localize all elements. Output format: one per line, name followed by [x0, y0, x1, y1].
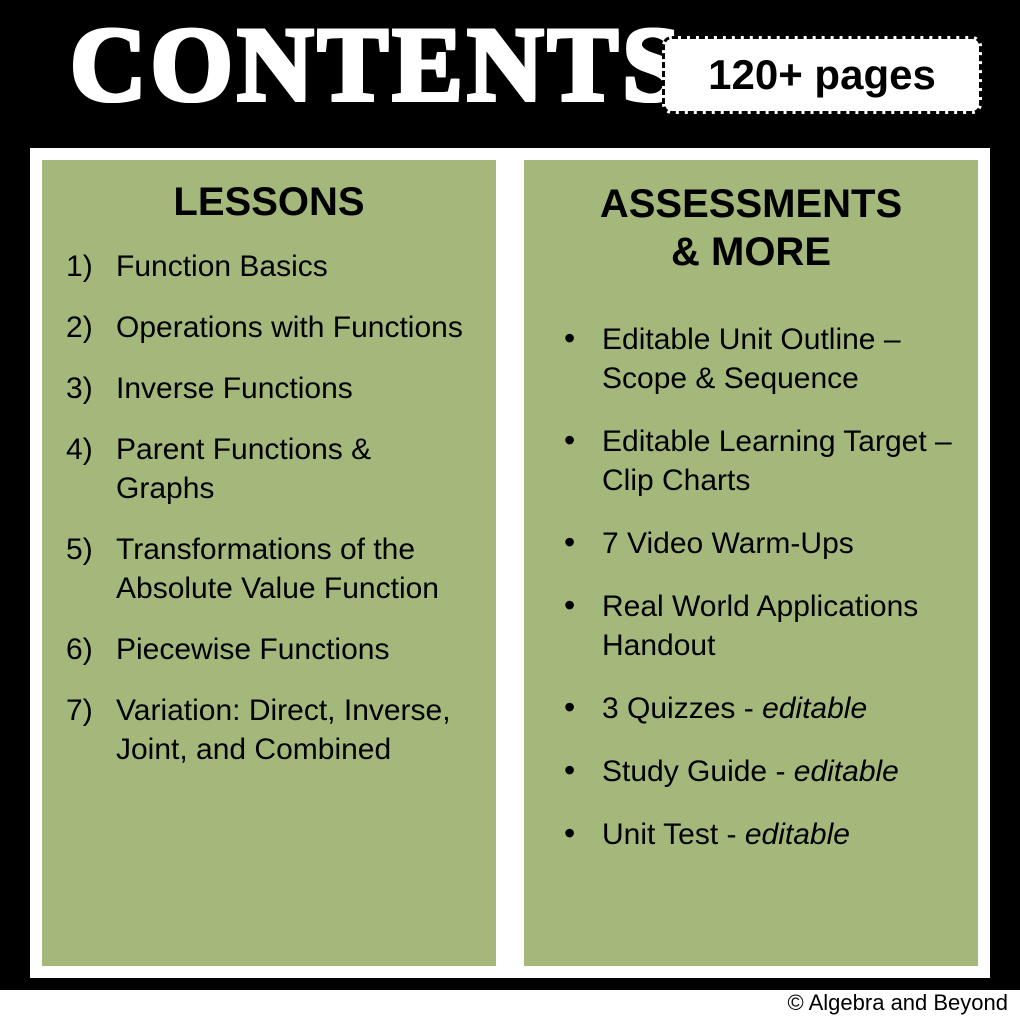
assessment-text: Editable Learning Target – Clip Charts [602, 425, 952, 497]
assessment-item: Study Guide - editable [548, 752, 954, 791]
assessment-text: Study Guide - [602, 755, 794, 788]
assessments-column: ASSESSMENTS & MORE Editable Unit Outline… [524, 160, 978, 966]
assessment-italic: editable [745, 818, 850, 851]
assessment-item: Real World Applications Handout [548, 587, 954, 665]
lesson-item: Operations with Functions [66, 308, 472, 347]
assessments-heading-line2: & MORE [671, 230, 831, 274]
assessments-heading-line1: ASSESSMENTS [600, 182, 902, 226]
assessment-item: Unit Test - editable [548, 815, 954, 854]
assessment-text: 3 Quizzes - [602, 692, 762, 725]
page-count-text: 120+ pages [708, 51, 936, 99]
lessons-column: LESSONS Function Basics Operations with … [42, 160, 496, 966]
lesson-item: Variation: Direct, Inverse, Joint, and C… [66, 691, 472, 769]
lesson-item: Piecewise Functions [66, 630, 472, 669]
assessment-italic: editable [794, 755, 899, 788]
assessments-list: Editable Unit Outline – Scope & Sequence… [548, 320, 954, 854]
lessons-heading: LESSONS [66, 180, 472, 225]
page-count-badge: 120+ pages [662, 36, 982, 114]
assessment-item: 7 Video Warm-Ups [548, 524, 954, 563]
copyright-credit: © Algebra and Beyond [788, 990, 1008, 1016]
contents-title: CONTENTS [70, 4, 685, 126]
assessments-heading: ASSESSMENTS & MORE [548, 180, 954, 276]
assessment-text: Real World Applications Handout [602, 590, 918, 662]
assessment-text: Editable Unit Outline – Scope & Sequence [602, 323, 901, 395]
assessment-item: 3 Quizzes - editable [548, 689, 954, 728]
assessment-item: Editable Learning Target – Clip Charts [548, 422, 954, 500]
assessment-item: Editable Unit Outline – Scope & Sequence [548, 320, 954, 398]
lessons-list: Function Basics Operations with Function… [66, 247, 472, 769]
lesson-item: Transformations of the Absolute Value Fu… [66, 530, 472, 608]
black-frame: CONTENTS 120+ pages LESSONS Function Bas… [0, 0, 1020, 990]
lesson-item: Parent Functions & Graphs [66, 430, 472, 508]
lesson-item: Function Basics [66, 247, 472, 286]
lesson-item: Inverse Functions [66, 369, 472, 408]
assessment-italic: editable [762, 692, 867, 725]
assessment-text: Unit Test - [602, 818, 745, 851]
content-panel: LESSONS Function Basics Operations with … [30, 148, 990, 978]
assessment-text: 7 Video Warm-Ups [602, 527, 854, 560]
